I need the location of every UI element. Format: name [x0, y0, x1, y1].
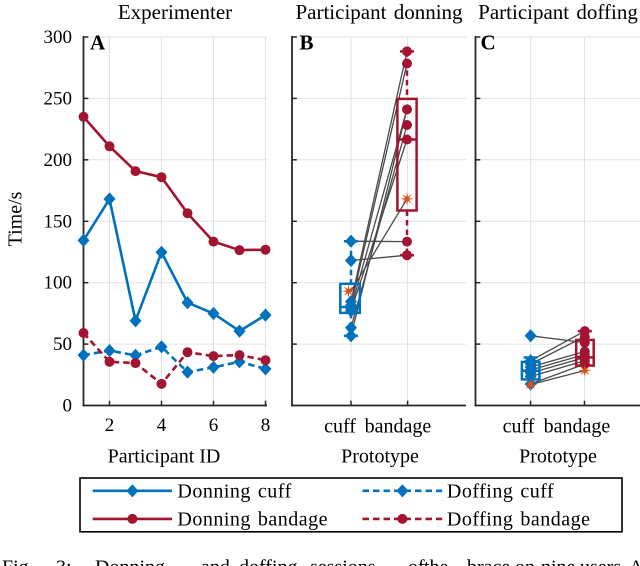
svg-text:bandage: bandage [365, 416, 432, 438]
svg-text:Prototype: Prototype [341, 446, 419, 468]
svg-text:Time/s: Time/s [5, 191, 27, 246]
svg-text:300: 300 [44, 27, 73, 48]
svg-text:4: 4 [157, 415, 167, 436]
svg-text:Doffing bandage: Doffing bandage [447, 509, 591, 531]
svg-text:100: 100 [44, 273, 73, 294]
svg-text:0: 0 [63, 396, 73, 417]
svg-text:Participant donning: Participant donning [295, 0, 463, 24]
svg-text:Donning bandage: Donning bandage [177, 509, 328, 531]
svg-text:Participant doffing: Participant doffing [478, 0, 638, 24]
svg-text:Donning cuff: Donning cuff [177, 481, 291, 503]
svg-text:150: 150 [44, 211, 73, 232]
svg-text:50: 50 [53, 334, 72, 355]
svg-text:6: 6 [209, 415, 219, 436]
svg-text:Participant ID: Participant ID [108, 446, 221, 468]
svg-text:Prototype: Prototype [519, 446, 597, 468]
svg-text:cuff: cuff [324, 416, 356, 438]
svg-text:8: 8 [261, 415, 271, 436]
svg-text:B: B [300, 31, 314, 55]
svg-text:A: A [90, 31, 106, 55]
svg-text:250: 250 [44, 88, 73, 109]
svg-text:C: C [481, 31, 496, 55]
svg-text:Experimenter: Experimenter [118, 0, 232, 24]
svg-text:bandage: bandage [544, 416, 611, 438]
svg-text:Fig.3:Donninganddoffingsession: Fig.3:Donninganddoffingsessionsofthebrac… [2, 557, 640, 566]
svg-text:2: 2 [105, 415, 115, 436]
svg-text:Doffing cuff: Doffing cuff [447, 481, 554, 503]
svg-text:200: 200 [44, 150, 73, 171]
svg-text:cuff: cuff [503, 416, 535, 438]
